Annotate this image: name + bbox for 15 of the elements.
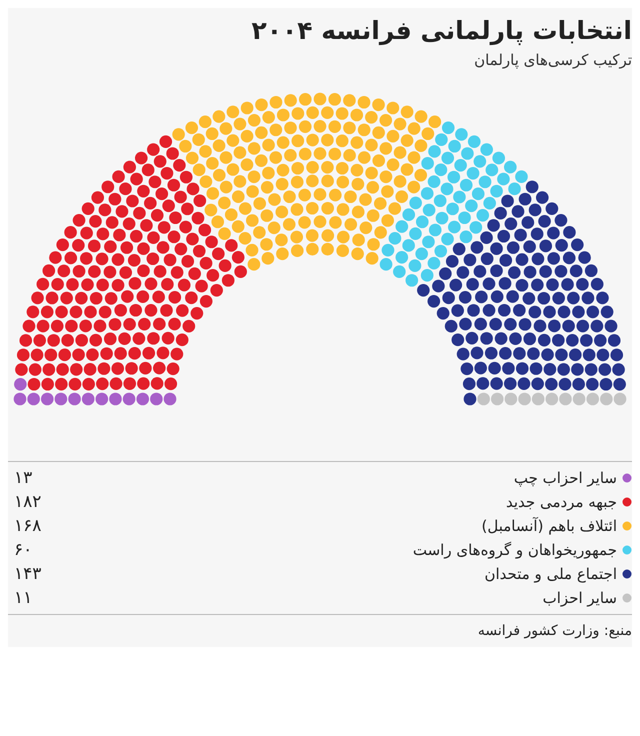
category-label: جبهه مردمی جدید (506, 493, 617, 511)
category-label: اجتماع ملی و متحدان (484, 565, 617, 583)
data-label: ۱۶۸ (13, 516, 42, 536)
data-label: ۱۱ (13, 588, 32, 608)
text: ترکیب کرسی‌های پارلمان (473, 51, 632, 69)
category-label: جمهوریخواهان و گروه‌های راست (412, 541, 617, 559)
category-label: سایر احزاب چپ (514, 469, 617, 487)
text: منبع: وزارت کشور فرانسه (476, 622, 632, 641)
data-label: ۱۴۳ (13, 564, 42, 584)
text: انتخابات پارلمانی فرانسه ۲۰۰۴ (250, 15, 632, 45)
category-label: سایر احزاب (542, 589, 617, 607)
data-label: ۱۳ (13, 468, 32, 488)
category-label: ائتلاف باهم (آنسامبل) (482, 517, 617, 535)
data-label: ۶۰ (13, 540, 32, 560)
data-label: ۱۸۲ (13, 492, 42, 512)
